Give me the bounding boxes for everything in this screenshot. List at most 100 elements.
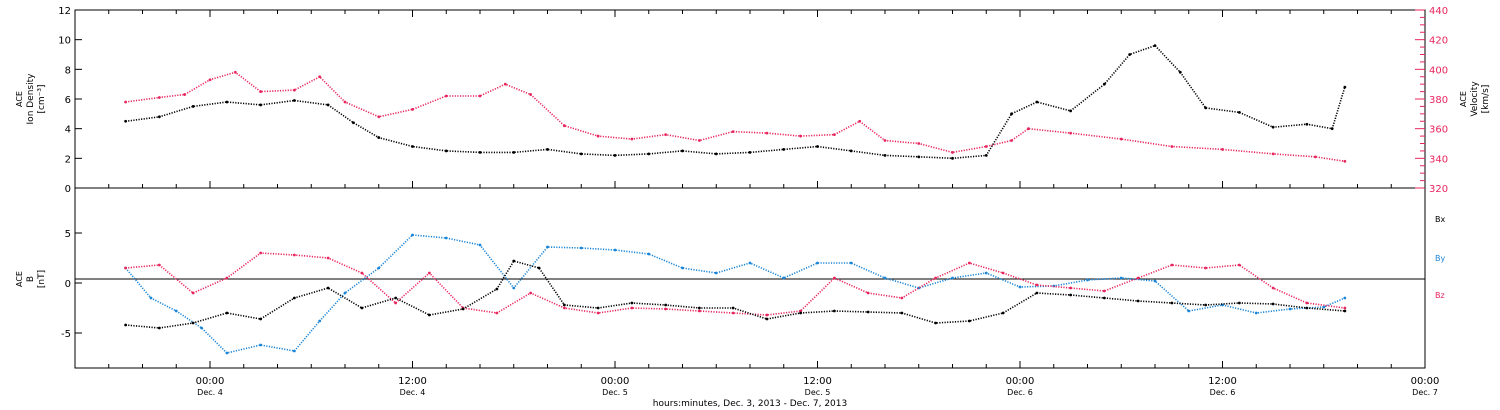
x-tick-time-label: 00:00 [196, 376, 225, 387]
top-left-ytick-label: 8 [65, 65, 71, 76]
bz-series-point [799, 309, 803, 313]
by-series-point [343, 291, 347, 295]
bx-series-point [427, 313, 431, 317]
density-series-point [352, 121, 355, 125]
top-right-ytick-label: 360 [1429, 125, 1448, 136]
bz-series-point [934, 276, 938, 280]
velocity-series-point [377, 115, 381, 119]
top-left-ylabel-line2: Ion Density [26, 73, 36, 125]
bottom-left-ylabel-line1: ACE [15, 271, 24, 287]
bx-series-point [394, 296, 398, 300]
by-series-point [849, 261, 853, 265]
density-series-point [478, 151, 482, 154]
bz-series-point [292, 253, 296, 257]
bx-series-point [259, 317, 263, 321]
bz-series-point [394, 301, 398, 305]
by-series-point [1343, 296, 1347, 300]
bx-series-point [1035, 291, 1039, 295]
density-series-point [748, 151, 752, 154]
bx-series-line [125, 260, 1345, 329]
density-series-line [125, 44, 1346, 160]
bz-series-point [1305, 301, 1309, 305]
velocity-series-point [183, 93, 187, 96]
bottom-ytick-label: 5 [65, 229, 71, 240]
bz-series-point [1102, 289, 1106, 293]
top-left-ytick-label: 4 [65, 125, 71, 136]
bx-series-point [191, 321, 195, 325]
legend-bx: Bx [1435, 215, 1445, 224]
velocity-series-point [1343, 159, 1347, 163]
bz-series-point [1271, 286, 1275, 290]
bx-series-point [1204, 303, 1208, 307]
top-right-ytick-label: 320 [1429, 184, 1448, 195]
velocity-series-point [444, 94, 448, 98]
by-series-point [613, 248, 617, 252]
velocity-series-point [630, 137, 634, 141]
by-series-point [984, 271, 988, 275]
density-series-point [259, 103, 263, 107]
bx-series-point [630, 301, 634, 305]
density-series-point [1069, 109, 1073, 113]
bz-series-point [529, 291, 533, 295]
x-tick-date-label: Dec. 7 [1412, 388, 1438, 397]
density-series-point [647, 152, 651, 156]
top-left-ytick-label: 2 [65, 154, 71, 165]
top-right-ytick-label: 400 [1429, 65, 1448, 76]
velocity-series-point [318, 75, 322, 79]
bz-series-point [495, 311, 499, 315]
bx-series-point [512, 259, 516, 263]
density-series-point [546, 148, 549, 151]
bx-series-point [1170, 301, 1174, 305]
x-tick-date-label: Dec. 4 [197, 388, 223, 397]
velocity-series-point [883, 139, 887, 142]
bz-series-point [124, 266, 128, 270]
velocity-series-point [478, 94, 482, 98]
bz-series-point [1069, 286, 1073, 290]
by-series-point [292, 349, 296, 353]
top-right-ylabel: ACE Velocity [km/s] [1459, 81, 1491, 117]
density-series-point [1153, 44, 1157, 47]
density-series-point [816, 145, 819, 148]
bottom-ytick-label: 0 [65, 279, 71, 290]
bx-series-point [495, 287, 499, 291]
top-right-ylabel-line1: ACE [1459, 91, 1468, 107]
density-series-point [124, 119, 128, 123]
velocity-series-point [731, 130, 735, 134]
bx-series-point [124, 323, 128, 327]
by-series-point [681, 266, 684, 270]
velocity-series-point [562, 124, 566, 128]
velocity-series-point [233, 70, 237, 74]
top-right-ylabel-line3: [km/s] [1481, 85, 1491, 114]
bx-series-point [537, 266, 541, 270]
top-left-ytick-label: 6 [65, 95, 71, 106]
x-tick-time-label: 12:00 [1208, 376, 1237, 387]
bz-series-point [157, 263, 161, 267]
density-series-point [1330, 127, 1334, 131]
bx-series-point [731, 306, 735, 310]
by-series-point [883, 276, 887, 280]
bx-series-point [799, 311, 803, 315]
by-series-point [411, 233, 414, 237]
by-series-point [1153, 279, 1157, 283]
bz-series-point [225, 276, 229, 280]
density-series-point [1178, 70, 1182, 74]
density-series-point [1035, 100, 1039, 104]
by-series-point [478, 243, 482, 247]
velocity-series-point [1069, 131, 1073, 135]
top-left-ytick-label: 12 [58, 6, 71, 17]
bz-series-point [731, 311, 735, 315]
by-series-line [124, 234, 1346, 354]
x-tick-time-label: 12:00 [803, 376, 832, 387]
density-series-point [1128, 53, 1132, 56]
bx-series-point [934, 321, 938, 325]
bx-series-point [461, 307, 465, 311]
density-series-point [292, 99, 296, 102]
top-left-ytick-label: 0 [65, 184, 71, 195]
bz-series-point [191, 291, 195, 295]
x-tick-date-label: Dec. 5 [602, 388, 628, 397]
density-series-point [1204, 106, 1208, 110]
by-series-point [1254, 311, 1258, 315]
top-right-ytick-label: 440 [1429, 6, 1448, 17]
bz-series-point [360, 271, 364, 275]
velocity-series-point [951, 151, 954, 154]
